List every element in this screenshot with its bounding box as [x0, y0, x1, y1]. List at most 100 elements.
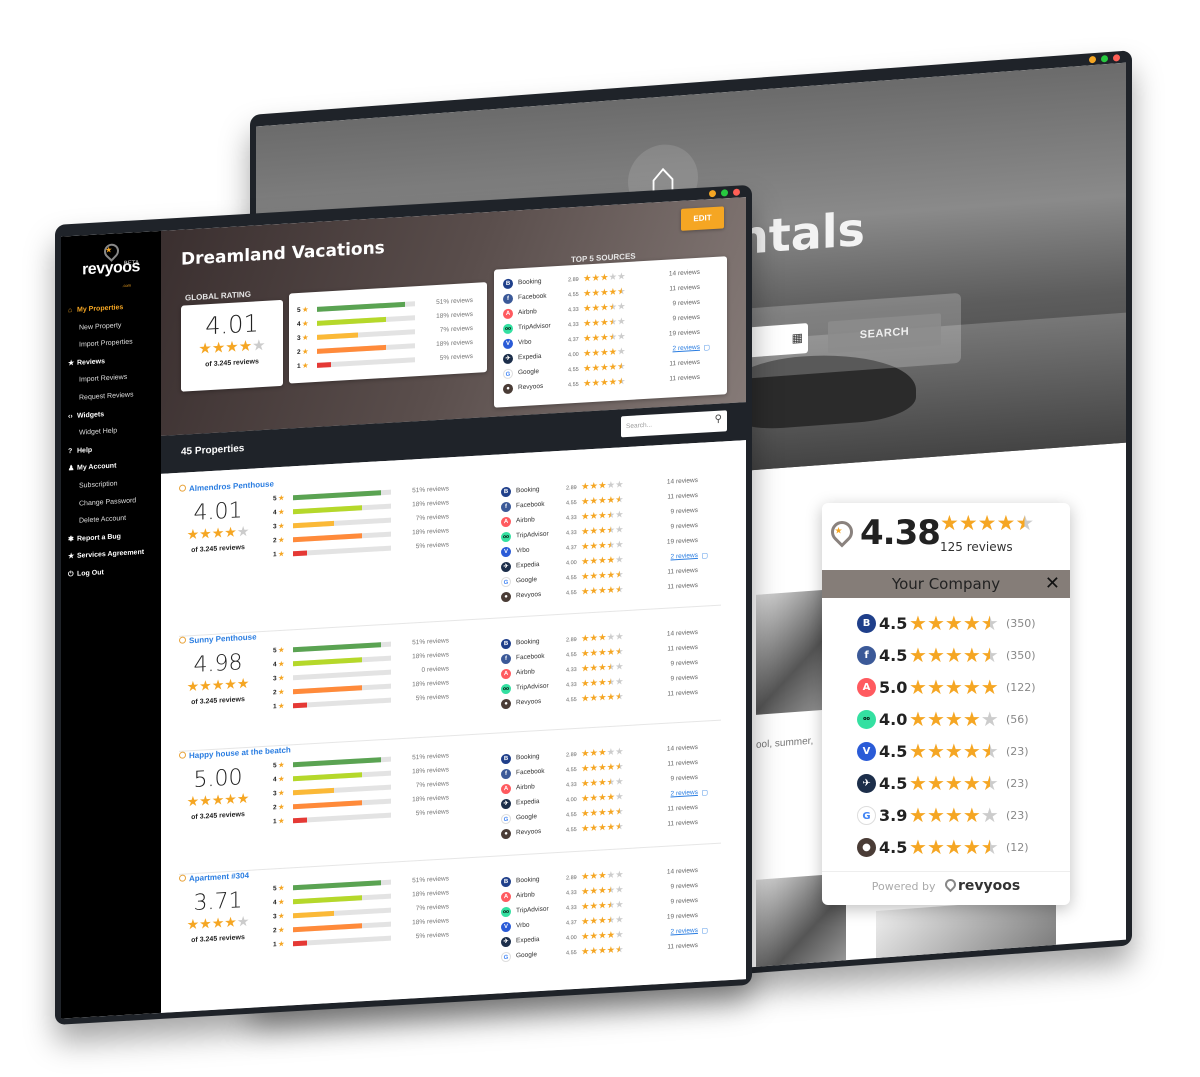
star-icon: ★ — [589, 807, 599, 819]
distribution-fill — [293, 939, 307, 946]
comment-icon[interactable]: ▢ — [701, 926, 708, 935]
source-review-count: 11 reviews — [667, 818, 698, 828]
sidebar-item-label: My Account — [77, 462, 117, 473]
minimize-dot[interactable] — [1089, 55, 1096, 64]
spacer — [700, 272, 710, 273]
close-icon[interactable]: ✕ — [1044, 573, 1060, 594]
star-icon: ★ — [276, 536, 285, 545]
star-icon: ★ — [944, 771, 963, 795]
source-name: Revyoos — [516, 590, 542, 600]
distribution-fill — [293, 532, 362, 542]
star-icon: ★ — [186, 525, 200, 543]
star-icon: ★ — [962, 771, 981, 795]
star-icon: ★ — [909, 803, 927, 827]
distribution-label: 5% reviews — [415, 807, 449, 817]
spacer — [698, 585, 708, 586]
property-stars: ★ ★ ★ ★ ★ — [187, 790, 250, 810]
widget-source-rating: 5.0 — [879, 677, 908, 697]
star-icon: ★ — [589, 762, 599, 774]
star-icon: ★ — [581, 480, 590, 493]
revyoos-logo[interactable]: revyoos BETA .com — [61, 240, 161, 297]
star-icon: ★ — [606, 776, 616, 788]
distribution-fill — [293, 684, 362, 694]
source-name: Vrbo — [518, 338, 532, 347]
maximize-dot[interactable] — [721, 189, 728, 197]
spacer — [698, 495, 708, 496]
star-icon: ★ — [589, 822, 599, 834]
star-icon: ★ — [606, 524, 616, 536]
distribution-label: 18% reviews — [412, 678, 449, 688]
reviews-link[interactable]: 2 reviews — [670, 551, 698, 561]
widget-source-row: A 5.0 ★ ★ ★ ★ ★ (122) — [857, 671, 1036, 703]
home-icon: ⌂ — [68, 307, 73, 315]
sidebar: revyoos BETA .com ⌂ My Properties New Prop… — [61, 230, 161, 1019]
comment-icon[interactable]: ▢ — [701, 788, 708, 797]
reviews-link[interactable]: 2 reviews — [670, 788, 698, 798]
source-name: Expedia — [516, 561, 540, 570]
source-stars: ★ ★ ★ ★ ★ — [581, 646, 648, 659]
star-icon: ★ — [598, 524, 607, 537]
source-rating: 4.55 — [566, 499, 577, 507]
star-icon: ★ — [944, 739, 963, 763]
widget-source-count: (23) — [1006, 776, 1029, 790]
spacer — [698, 807, 708, 808]
distribution-bar — [293, 812, 391, 823]
star-icon: ★ — [980, 643, 999, 667]
distribution-bar — [293, 756, 391, 767]
properties-count: 45 Properties — [181, 443, 245, 458]
search-icon[interactable]: ⚲ — [714, 413, 722, 425]
powered-by[interactable]: Powered by revyoos — [822, 871, 1070, 894]
star-icon: ★ — [276, 494, 285, 503]
star-icon: ★ — [583, 347, 592, 360]
star-icon: ★ — [909, 611, 927, 635]
spacer — [698, 822, 708, 823]
star-icon: ★ — [962, 611, 981, 635]
edit-button[interactable]: EDIT — [681, 206, 724, 231]
source-rating: 4.37 — [568, 336, 579, 343]
star-icon: ★ — [591, 347, 601, 359]
star-icon: ★ — [581, 747, 590, 760]
source-name: Booking — [518, 277, 542, 287]
source-review-count: 9 reviews — [672, 298, 700, 308]
distribution-bar — [293, 641, 391, 652]
spacer — [698, 777, 708, 778]
power-icon: ⏻ — [68, 570, 74, 579]
star-icon: ★ — [581, 807, 590, 820]
source-review-count: 19 reviews — [666, 911, 698, 921]
search-input[interactable]: Search... ⚲ — [621, 410, 727, 438]
star-icon: ★ — [276, 550, 285, 559]
revyoos-icon: ● — [501, 698, 511, 709]
sidebar-item-label: Change Password — [79, 496, 137, 508]
star-icon: ★ — [300, 348, 309, 356]
comment-icon[interactable]: ▢ — [701, 551, 708, 560]
close-dot[interactable] — [733, 188, 740, 196]
widget-source-row: ✈ 4.5 ★ ★ ★ ★ ★ (23) — [857, 767, 1036, 799]
reviews-link[interactable]: 2 reviews — [670, 926, 698, 936]
star-level: 3 ★ — [273, 788, 293, 798]
comment-icon[interactable]: ▢ — [703, 343, 710, 352]
star-icon: ★ — [581, 762, 590, 775]
source-review-count: 19 reviews — [666, 536, 698, 546]
star-icon: ★ — [598, 569, 607, 582]
source-stars: ★ ★ ★ ★ ★ — [581, 661, 648, 674]
minimize-dot[interactable] — [709, 189, 716, 198]
google-icon: G — [501, 951, 511, 962]
date-input[interactable]: ▦ — [746, 323, 808, 358]
star-icon: ★ — [598, 554, 607, 567]
reviews-link[interactable]: 2 reviews — [672, 343, 700, 353]
revyoos-pin-icon — [826, 516, 858, 548]
close-dot[interactable] — [1113, 54, 1120, 62]
star-icon: ★ — [608, 376, 618, 388]
maximize-dot[interactable] — [1101, 54, 1108, 63]
distribution-label: 5% reviews — [415, 692, 449, 702]
star-icon: ★ — [589, 677, 599, 689]
star-icon: ★ — [199, 524, 212, 542]
property-name-link[interactable]: Almendros Penthouse — [179, 479, 274, 493]
star-icon: ★ — [300, 306, 309, 314]
source-list: B Booking 2.89 ★ ★ ★ ★ ★ 14 reviews A Airbnb 4.33 ★ ★… — [501, 862, 708, 964]
distribution-fill — [293, 816, 307, 823]
star-level: 2 ★ — [273, 802, 293, 812]
distribution-fill — [293, 879, 382, 890]
sidebar-menu: ⌂ My Properties New Property Import Propert… — [61, 297, 161, 584]
distribution-label: 18% reviews — [412, 650, 449, 660]
